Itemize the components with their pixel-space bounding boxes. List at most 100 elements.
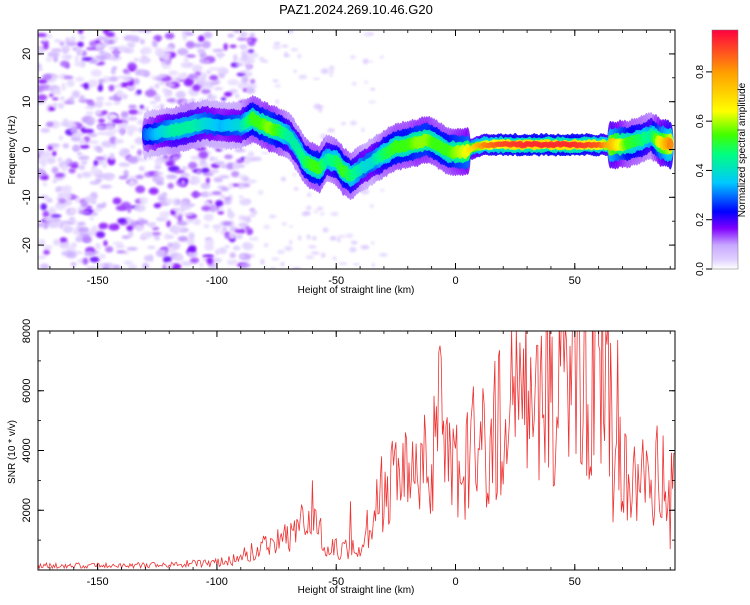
spectrogram-noise-cell bbox=[134, 224, 145, 232]
spectrogram-noise-cell bbox=[71, 90, 81, 98]
spectrogram-noise-cell bbox=[204, 59, 210, 64]
spectrogram-noise-cell bbox=[234, 148, 246, 152]
spectrogram-noise-cell bbox=[76, 152, 83, 156]
spectrogram-noise-cell bbox=[70, 163, 79, 169]
spectrogram-noise-cell bbox=[129, 30, 138, 33]
spectrogram-noise-cell bbox=[204, 239, 215, 246]
spectrogram-noise-cell bbox=[130, 145, 135, 149]
spectrogram-noise-cell bbox=[361, 127, 365, 133]
spectrogram-noise-cell bbox=[186, 203, 196, 207]
spectrogram-noise-cell bbox=[62, 143, 70, 149]
spectrogram-y-tick-label: 20 bbox=[21, 48, 33, 60]
spectrogram-noise-cell bbox=[105, 130, 116, 137]
spectrogram-noise-cell bbox=[116, 89, 124, 98]
spectrogram-noise-cell bbox=[169, 77, 180, 84]
spectrogram-noise-cell bbox=[118, 175, 127, 180]
spectrogram-noise-cell bbox=[152, 105, 161, 109]
spectrogram-noise-cell bbox=[79, 144, 90, 149]
spectrogram-noise-cell bbox=[177, 236, 189, 242]
spectrogram-noise-cell bbox=[287, 30, 294, 34]
spectrogram-noise-cell bbox=[97, 131, 109, 136]
spectrogram-noise-cell bbox=[232, 30, 242, 34]
spectrogram-noise-cell bbox=[48, 143, 61, 147]
spectrogram-noise-cell bbox=[154, 83, 160, 89]
spectrogram-noise-cell bbox=[112, 119, 123, 124]
spectrogram-noise-cell bbox=[59, 243, 71, 250]
spectrogram-noise-cell bbox=[181, 166, 188, 171]
spectrogram-noise-cell bbox=[180, 62, 192, 69]
spectrogram-noise-cell bbox=[141, 231, 153, 239]
spectrogram-noise-cell bbox=[51, 74, 59, 79]
spectrogram-noise-cell bbox=[233, 54, 238, 63]
spectrogram-noise-cell bbox=[86, 46, 95, 51]
spectrogram-noise-cell bbox=[198, 151, 209, 159]
spectrogram-noise-cell bbox=[38, 255, 47, 260]
spectrogram-noise-cell bbox=[106, 123, 115, 131]
spectrogram-noise-cell bbox=[149, 100, 158, 105]
spectrogram-noise-cell bbox=[39, 195, 49, 200]
spectrogram-noise-cell bbox=[61, 45, 71, 53]
spectrogram-noise-cell bbox=[311, 251, 320, 255]
spectrogram-noise-cell bbox=[59, 96, 65, 101]
spectrogram-noise-cell bbox=[380, 188, 385, 192]
spectrogram-noise-cell bbox=[231, 183, 240, 187]
spectrogram-noise-cell bbox=[183, 57, 190, 63]
spectrogram-noise-cell bbox=[74, 196, 80, 204]
spectrogram-noise-cell bbox=[139, 197, 148, 205]
spectrogram-noise-cell bbox=[66, 251, 77, 259]
spectrogram-noise-cell bbox=[137, 30, 145, 33]
spectrogram-noise-cell bbox=[234, 93, 240, 98]
spectrogram-noise-cell bbox=[60, 60, 70, 68]
spectrogram-noise-cell bbox=[166, 174, 178, 180]
spectrogram-noise-cell bbox=[198, 163, 210, 168]
spectrogram-noise-cell bbox=[46, 216, 55, 221]
spectrogram-noise-cell bbox=[198, 262, 204, 268]
spectrogram-noise-cell bbox=[47, 220, 60, 229]
spectrogram-noise-cell bbox=[301, 212, 307, 216]
spectrogram-noise-cell bbox=[71, 130, 84, 138]
spectrogram-noise-cell bbox=[127, 47, 135, 54]
spectrogram-noise-cell bbox=[202, 172, 214, 176]
spectrogram-noise-cell bbox=[172, 155, 180, 161]
spectrogram-noise-cell bbox=[54, 172, 65, 178]
spectrogram-noise-cell bbox=[199, 52, 207, 59]
spectrogram-noise-cell bbox=[166, 220, 171, 228]
spectrogram-noise-cell bbox=[272, 45, 282, 50]
spectrogram-noise-cell bbox=[97, 173, 109, 179]
spectrogram-y-tick-label: -10 bbox=[21, 189, 33, 205]
spectrogram-noise-cell bbox=[69, 207, 78, 215]
spectrogram-noise-cell bbox=[86, 118, 95, 127]
spectrogram-noise-cell bbox=[90, 69, 103, 77]
spectrogram-noise-cell bbox=[329, 236, 337, 241]
spectrogram-noise-cell bbox=[186, 218, 195, 224]
spectrogram-noise-cell bbox=[223, 91, 233, 97]
spectrogram-noise-cell bbox=[214, 228, 220, 233]
spectrogram-noise-cell bbox=[260, 152, 270, 155]
spectrogram-noise-cell bbox=[236, 158, 243, 164]
spectrogram-noise-cell bbox=[200, 182, 211, 190]
spectrogram-noise-cell bbox=[165, 198, 173, 205]
spectrogram-noise-cell bbox=[97, 84, 104, 92]
spectrogram-noise-cell bbox=[96, 203, 106, 209]
spectrogram-noise-cell bbox=[201, 205, 211, 212]
spectrogram-noise-cell bbox=[247, 71, 252, 74]
spectrogram-noise-cell bbox=[245, 87, 256, 94]
spectrogram-noise-cell bbox=[129, 180, 139, 185]
spectrogram-noise-cell bbox=[81, 160, 88, 165]
spectrogram-noise-cell bbox=[162, 65, 171, 69]
spectrogram-noise-cell bbox=[38, 67, 44, 71]
spectrogram-noise-cell bbox=[218, 247, 228, 255]
spectrogram-noise-cell bbox=[327, 128, 336, 133]
spectrogram-noise-cell bbox=[69, 95, 74, 104]
spectrogram-noise-cell bbox=[154, 164, 162, 170]
colorbar-tick-label: 0.4 bbox=[695, 163, 706, 177]
spectrogram-noise-cell bbox=[46, 156, 56, 165]
spectrogram-noise-cell bbox=[81, 50, 87, 58]
spectrogram-noise-cell bbox=[235, 233, 243, 240]
spectrogram-noise-cell bbox=[148, 254, 154, 262]
snr-x-tick-label: -50 bbox=[328, 576, 344, 588]
spectrogram-noise-cell bbox=[263, 224, 271, 230]
spectrogram-x-tick-label: 50 bbox=[569, 275, 581, 287]
spectrogram-noise-cell bbox=[122, 93, 128, 100]
